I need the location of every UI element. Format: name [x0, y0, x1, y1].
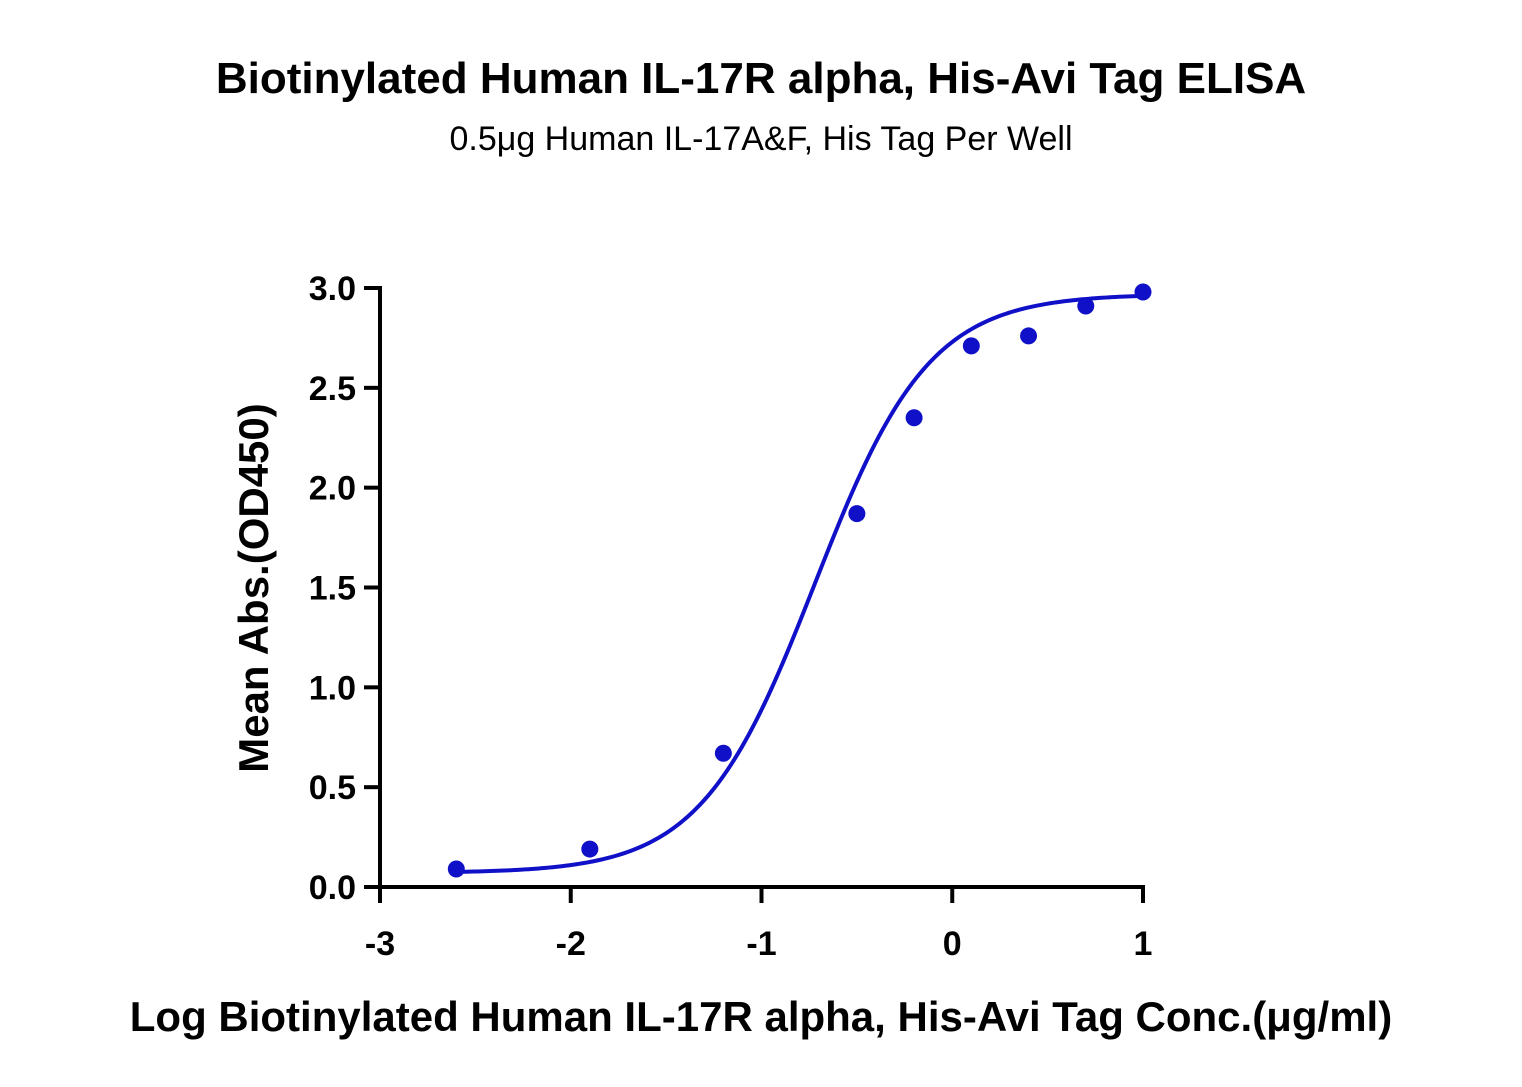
y-tick-label: 0.0: [309, 869, 356, 907]
fit-curve: [456, 293, 1144, 874]
data-point: [1020, 327, 1038, 345]
y-tick-label: 0.5: [309, 769, 356, 807]
y-tick-label: 1.0: [309, 669, 356, 707]
y-tick-label: 1.5: [309, 570, 356, 608]
chart-subtitle: 0.5μg Human IL-17A&F, His Tag Per Well: [449, 120, 1072, 158]
data-point: [1134, 283, 1152, 301]
fit-curve-group: [456, 293, 1144, 874]
y-tick-label: 2.0: [309, 470, 356, 508]
y-tick-label: 3.0: [309, 270, 356, 308]
x-axis-label: Log Biotinylated Human IL-17R alpha, His…: [130, 993, 1392, 1040]
x-tick-label: -1: [746, 925, 776, 963]
data-point: [962, 337, 980, 355]
data-point: [848, 505, 866, 523]
data-points: [447, 283, 1152, 878]
x-tick-label: -2: [556, 925, 586, 963]
y-tick-label: 2.5: [309, 370, 356, 408]
x-axis-ticks: -3 -2 -1 0 1: [365, 887, 1153, 963]
axes: [378, 286, 1145, 889]
data-point: [1077, 297, 1095, 315]
data-point: [905, 409, 923, 427]
data-point: [714, 744, 732, 762]
y-axis-label: Mean Abs.(OD450): [230, 403, 277, 773]
data-point: [447, 860, 465, 878]
chart-title: Biotinylated Human IL-17R alpha, His-Avi…: [216, 54, 1306, 103]
data-point: [581, 840, 599, 858]
x-tick-label: 1: [1134, 925, 1153, 963]
y-axis-ticks: 0.0 0.5 1.0 1.5 2.0 2.5 3.0: [309, 270, 380, 907]
x-tick-label: 0: [943, 925, 962, 963]
x-tick-label: -3: [365, 925, 395, 963]
